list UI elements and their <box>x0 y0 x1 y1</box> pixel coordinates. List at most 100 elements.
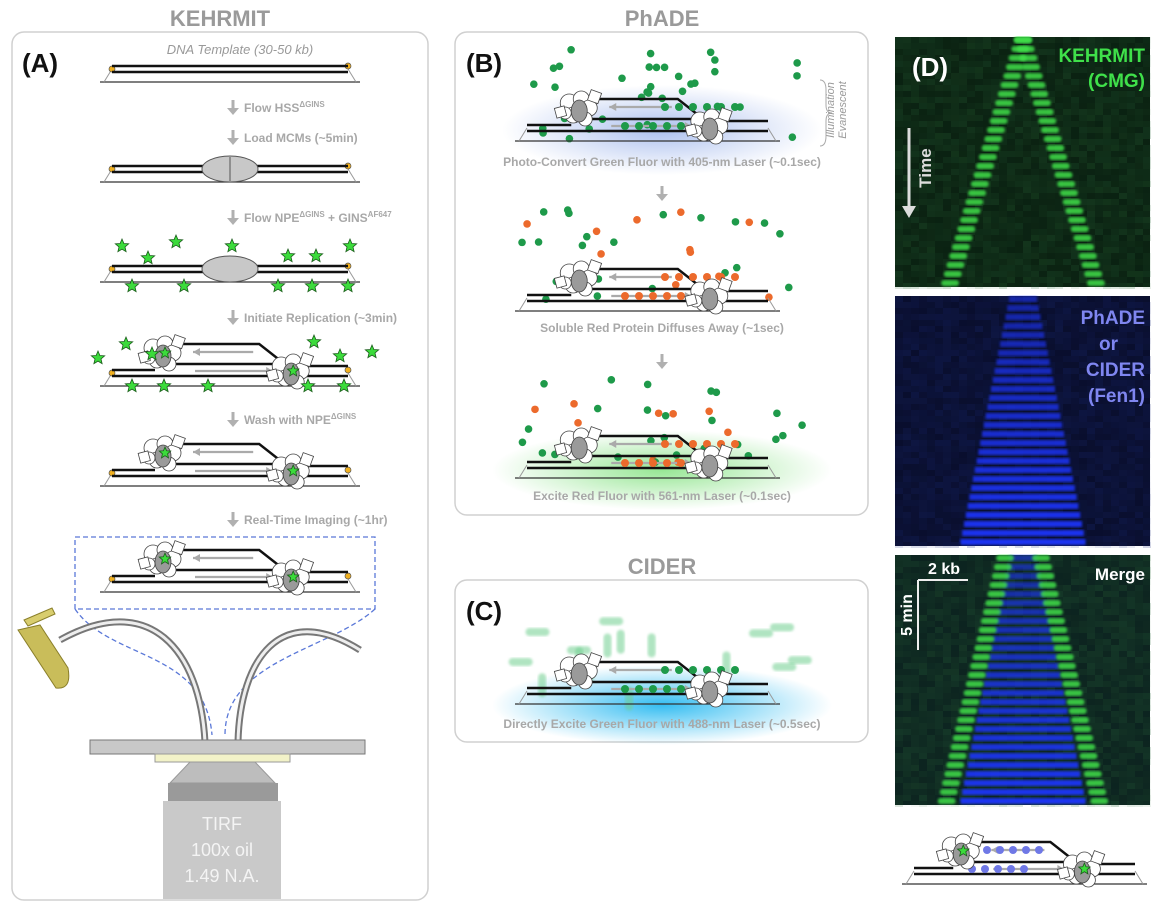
cmg-band <box>1069 708 1087 714</box>
noise <box>1039 253 1047 259</box>
cmg-band <box>957 717 975 723</box>
noise <box>1095 651 1103 657</box>
fen1-band <box>973 735 1073 741</box>
noise <box>919 645 927 651</box>
noise <box>1103 139 1111 145</box>
cmg-core <box>571 663 587 685</box>
noise <box>1095 729 1103 735</box>
noise <box>911 356 919 362</box>
noise <box>1055 37 1063 43</box>
noise <box>1079 79 1087 85</box>
noise <box>1143 109 1151 115</box>
noise <box>935 482 943 488</box>
noise <box>911 320 919 326</box>
noise <box>1063 350 1071 356</box>
noise <box>951 356 959 362</box>
noise <box>983 555 991 561</box>
noise <box>1095 603 1103 609</box>
noise <box>983 380 991 386</box>
noise <box>1127 422 1135 428</box>
noise <box>1119 669 1127 675</box>
noise <box>1087 422 1095 428</box>
noise <box>1119 771 1127 777</box>
channel-label: Merge <box>1095 565 1145 584</box>
noise <box>919 777 927 783</box>
cmg-band <box>1060 190 1078 196</box>
fen1-dot <box>663 685 671 693</box>
noise <box>1119 115 1127 121</box>
noise <box>1103 229 1111 235</box>
noise <box>1055 350 1063 356</box>
noise <box>1127 639 1135 645</box>
noise <box>911 771 919 777</box>
noise <box>959 633 967 639</box>
cmg-band <box>1001 82 1019 88</box>
noise <box>919 103 927 109</box>
noise <box>911 747 919 753</box>
noise <box>1087 109 1095 115</box>
noise <box>911 669 919 675</box>
noise <box>943 488 951 494</box>
fen1-band <box>960 539 1085 545</box>
noise <box>943 633 951 639</box>
noise <box>903 350 911 356</box>
noise <box>919 735 927 741</box>
noise <box>1023 199 1031 205</box>
cmg-band <box>1051 636 1069 642</box>
noise <box>951 85 959 91</box>
fen1-dot <box>663 459 671 467</box>
noise <box>903 693 911 699</box>
noise <box>1135 410 1143 416</box>
noise <box>927 259 935 265</box>
noise <box>911 271 919 277</box>
noise <box>1063 241 1071 247</box>
fen1-band <box>977 717 1070 723</box>
noise <box>999 253 1007 259</box>
noise <box>895 139 903 145</box>
noise <box>903 488 911 494</box>
noise <box>895 542 903 548</box>
noise <box>903 61 911 67</box>
noise <box>1119 735 1127 741</box>
fluor-dot <box>789 133 797 141</box>
noise <box>1127 488 1135 494</box>
noise <box>1111 296 1119 302</box>
noise <box>1135 699 1143 705</box>
noise <box>1143 585 1151 591</box>
noise <box>927 651 935 657</box>
noise <box>1095 410 1103 416</box>
noise <box>911 657 919 663</box>
noise <box>943 585 951 591</box>
noise <box>935 729 943 735</box>
noise <box>927 217 935 223</box>
noise <box>895 199 903 205</box>
channel-label: KEHRMIT <box>1058 46 1145 67</box>
noise <box>983 55 991 61</box>
star <box>333 349 346 362</box>
noise <box>943 169 951 175</box>
noise <box>903 687 911 693</box>
noise <box>927 127 935 133</box>
fluor-dot <box>518 239 526 247</box>
noise <box>1007 247 1015 253</box>
cmg-core <box>571 270 587 292</box>
noise <box>943 139 951 145</box>
noise <box>1135 609 1143 615</box>
noise <box>1135 350 1143 356</box>
noise <box>1111 759 1119 765</box>
noise <box>1127 332 1135 338</box>
noise <box>919 350 927 356</box>
noise <box>951 542 959 548</box>
noise <box>943 657 951 663</box>
noise <box>1119 777 1127 783</box>
noise <box>1055 247 1063 253</box>
noise <box>911 283 919 289</box>
noise <box>903 332 911 338</box>
noise <box>1103 723 1111 729</box>
noise <box>1079 591 1087 597</box>
noise <box>943 320 951 326</box>
noise <box>1103 440 1111 446</box>
noise <box>1103 265 1111 271</box>
fluor-dot <box>779 432 787 440</box>
noise <box>895 151 903 157</box>
